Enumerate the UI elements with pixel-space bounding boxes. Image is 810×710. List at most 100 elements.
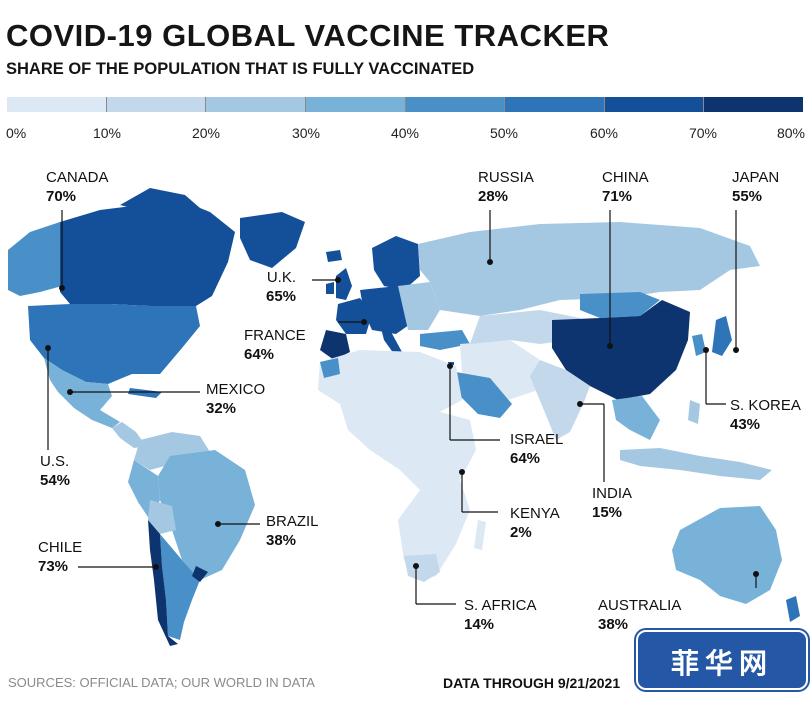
country-name: RUSSIA [478,169,534,186]
iberia-shape [320,330,350,360]
country-name: KENYA [510,505,560,522]
country-name: CHILE [38,539,83,556]
india-shape [530,360,590,440]
legend-tick: 70% [688,125,718,141]
country-value: 15% [592,504,623,521]
legend-swatch-20-30 [206,97,306,112]
label-uk: U.K. 65% [266,268,296,306]
greenland-shape [240,212,305,268]
country-name: CHINA [602,169,649,186]
country-value: 14% [464,616,495,633]
label-china: CHINA 71% [602,168,649,206]
country-value: 55% [732,188,763,205]
data-through-note: DATA THROUGH 9/21/2021 [443,675,621,691]
country-value: 65% [266,288,297,305]
page-subtitle: SHARE OF THE POPULATION THAT IS FULLY VA… [6,60,475,78]
legend-tick: 40% [390,125,420,141]
label-us: U.S. 54% [40,452,70,490]
country-name: JAPAN [732,169,780,186]
country-value: 28% [478,188,509,205]
country-value: 71% [602,188,633,205]
bolivia-shape [148,500,176,534]
madagascar-shape [474,520,486,550]
venezuela-colombia-shape [134,432,210,470]
label-australia: AUSTRALIA 38% [598,596,681,634]
new-zealand-shape [786,596,800,622]
label-south-africa: S. AFRICA 14% [464,596,537,634]
color-scale-legend [7,97,803,112]
brazil-shape [158,450,255,580]
country-value: 70% [46,188,77,205]
ireland-shape [326,282,334,294]
legend-swatch-40-50 [405,97,506,112]
legend-tick: 30% [291,125,321,141]
country-name: U.K. [266,269,297,286]
south-africa-shape [404,554,440,582]
watermark-logo: 菲华网 [636,630,808,690]
label-france: FRANCE 64% [244,326,306,364]
cuba-shape [128,388,162,398]
canada-arctic-islands [120,188,200,212]
legend-swatch-30-40 [305,97,406,112]
country-name: MEXICO [206,381,266,398]
country-value: 2% [510,524,532,541]
southern-africa-shape [398,480,470,580]
legend-swatch-60-70 [604,97,705,112]
label-mexico: MEXICO 32% [206,380,265,418]
alaska-shape [8,222,62,296]
legend-tick: 50% [489,125,519,141]
turkey-shape [420,330,470,350]
japan-shape [712,316,732,356]
southeast-asia-shape [612,396,660,440]
legend-swatch-0-10 [7,97,107,112]
central-america-shape [112,422,146,448]
chile-shape [148,520,178,646]
legend-swatch-10-20 [106,97,207,112]
label-brazil: BRAZIL 38% [266,512,319,550]
country-value: 38% [266,532,297,549]
label-kenya: KENYA 2% [510,504,560,542]
label-russia: RUSSIA 28% [478,168,534,206]
us-shape [28,304,200,384]
watermark-text: 菲华网 [670,648,773,679]
country-name: CANADA [46,169,109,186]
central-africa-shape [340,404,476,500]
italy-shape [380,324,402,354]
country-value: 54% [40,472,71,489]
country-value: 73% [38,558,69,575]
country-name: BRAZIL [266,513,319,530]
legend-tick: 0% [6,125,27,141]
label-canada: CANADA 70% [46,168,109,206]
label-south-korea: S. KOREA 43% [730,396,801,434]
philippines-shape [688,400,700,424]
uk-shape [336,268,352,300]
country-value: 32% [206,400,237,417]
legend-tick: 80% [776,125,805,141]
france-shape [336,298,372,334]
label-israel: ISRAEL 64% [510,430,563,468]
mongolia-shape [580,292,660,318]
saudi-arabia-shape [456,372,512,418]
north-africa-shape [318,350,462,412]
label-chile: CHILE 73% [38,538,82,576]
country-value: 43% [730,416,761,433]
legend-swatch-50-60 [505,97,605,112]
scandinavia-shape [372,236,420,290]
canada-shape [60,200,235,306]
country-name: FRANCE [244,327,306,344]
australia-shape [672,506,782,604]
country-value: 64% [510,450,541,467]
argentina-shape [160,534,200,640]
legend-tick: 20% [191,125,221,141]
world-map [8,188,800,646]
eastern-europe-shape [398,282,440,330]
iceland-shape [326,250,342,262]
indonesia-shape [620,448,772,480]
china-shape [552,300,690,400]
country-name: AUSTRALIA [598,597,682,614]
sources-note: SOURCES: OFFICIAL DATA; OUR WORLD IN DAT… [8,675,315,690]
russia-shape [418,222,760,316]
morocco-shape [320,358,340,378]
country-name: INDIA [592,485,633,502]
label-india: INDIA 15% [592,484,632,522]
